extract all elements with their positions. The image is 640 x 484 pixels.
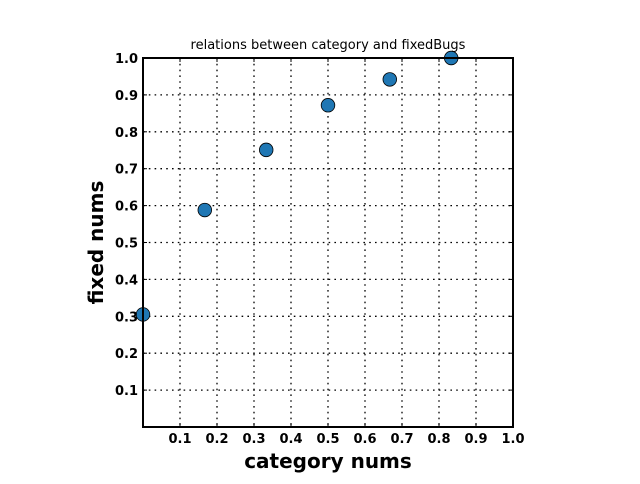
x-tick-label: 0.1: [168, 432, 191, 447]
chart-title: relations between category and fixedBugs: [191, 38, 466, 53]
x-tick-label: 0.2: [205, 432, 228, 447]
y-tick-label: 0.8: [115, 126, 138, 141]
x-tick-label: 0.6: [353, 432, 376, 447]
x-axis-title: category nums: [244, 449, 412, 473]
data-point: [259, 142, 274, 158]
y-tick-labels: 0.1 0.2 0.3 0.4 0.5 0.6 0.7 0.8 0.9 1.0: [115, 52, 138, 399]
data-point: [320, 98, 336, 113]
y-tick-label: 0.2: [115, 347, 138, 362]
plot-frame: [142, 57, 514, 428]
x-tick-label: 0.8: [427, 432, 450, 447]
y-tick-label: 0.6: [115, 200, 138, 215]
x-tick-label: 1.0: [501, 432, 524, 447]
x-tick-label: 0.3: [242, 432, 265, 447]
data-point: [382, 72, 397, 87]
y-tick-label: 0.3: [115, 310, 138, 325]
x-tick-label: 0.7: [390, 432, 413, 447]
x-tick-label: 0.5: [316, 432, 339, 447]
y-tick-label: 0.1: [115, 384, 138, 399]
grid-lines: [143, 58, 513, 427]
y-tick-label: 0.5: [115, 237, 138, 252]
y-tick-label: 0.4: [115, 273, 138, 288]
y-tick-label: 0.9: [115, 89, 138, 104]
y-tick-label: 1.0: [115, 52, 138, 67]
y-tick-label: 0.7: [115, 163, 138, 178]
x-tick-label: 0.9: [464, 432, 487, 447]
data-points: [135, 50, 459, 322]
x-tick-label: 0.4: [279, 432, 302, 447]
data-point: [197, 202, 212, 218]
x-tick-labels: 0.1 0.2 0.3 0.4 0.5 0.6 0.7 0.8 0.9 1.0: [168, 432, 524, 447]
y-axis-title: fixed nums: [84, 181, 108, 305]
